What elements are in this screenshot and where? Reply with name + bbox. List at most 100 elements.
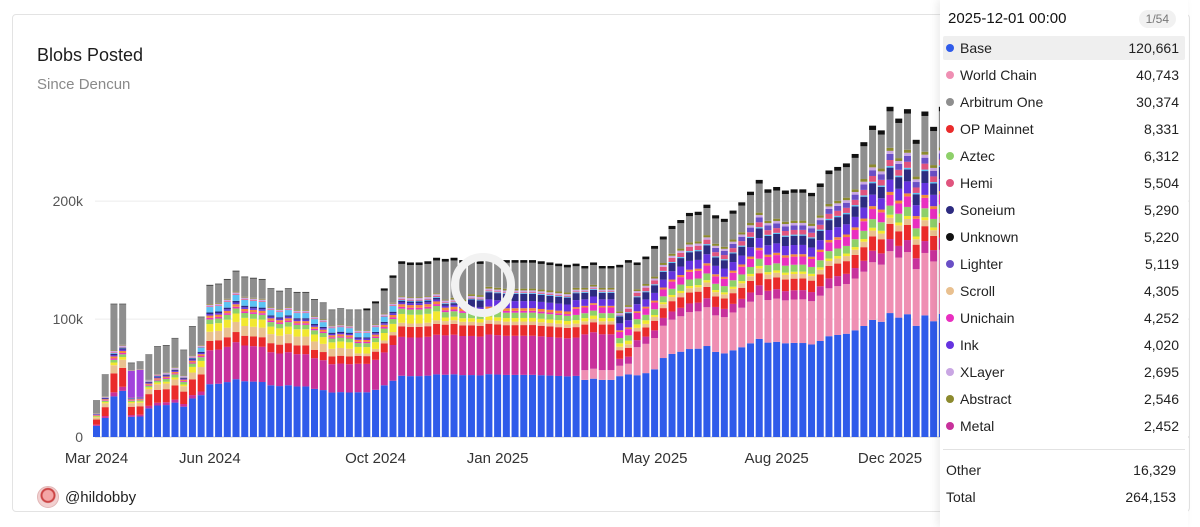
tooltip-series-name: Unknown <box>960 229 1019 245</box>
bar-segment <box>877 198 885 210</box>
bar-segment <box>816 340 824 437</box>
bar-segment <box>293 313 301 319</box>
bar-segment <box>781 235 789 237</box>
bar-segment <box>869 250 877 263</box>
tooltip-row[interactable]: Metal 2,452 <box>943 414 1185 438</box>
bar-segment <box>616 264 624 268</box>
bar-segment <box>529 292 536 294</box>
avatar[interactable] <box>37 486 59 508</box>
tooltip-row[interactable]: Base 120,661 <box>943 36 1185 60</box>
tooltip-row[interactable]: XLayer 2,695 <box>943 360 1185 384</box>
bar-segment <box>406 314 414 324</box>
tooltip-row[interactable]: Unichain 4,252 <box>943 306 1185 330</box>
bar-segment <box>563 376 571 437</box>
bar-segment <box>842 237 850 246</box>
bar-segment <box>502 308 510 311</box>
bar-segment <box>459 311 467 313</box>
bar-segment <box>694 291 702 303</box>
bar-segment <box>834 215 842 218</box>
bar-segment <box>328 333 336 336</box>
bar-segment <box>345 309 353 311</box>
bar-segment <box>790 271 798 275</box>
bar-segment <box>529 308 536 311</box>
tooltip-row[interactable]: Aztec 6,312 <box>943 144 1185 168</box>
bar-segment <box>467 321 475 326</box>
tooltip-row[interactable]: Scroll 4,305 <box>943 279 1185 303</box>
tooltip-row[interactable]: Soneium 5,290 <box>943 198 1185 222</box>
series-color-dot <box>946 341 954 349</box>
bar-segment <box>677 257 685 259</box>
bar-segment <box>380 324 388 328</box>
bar-segment <box>415 262 423 266</box>
bar-segment <box>249 318 257 327</box>
author-handle[interactable]: @hildobby <box>65 488 137 506</box>
bar-segment <box>249 297 257 299</box>
bar-segment <box>232 302 240 305</box>
bar-segment <box>712 265 720 275</box>
bar-segment <box>145 381 153 383</box>
bar-segment <box>685 252 693 261</box>
bar-segment <box>415 297 423 299</box>
bar-segment <box>511 301 519 309</box>
bar-segment <box>921 171 929 183</box>
bar-segment <box>302 310 310 313</box>
author-credit[interactable]: @hildobby <box>37 486 136 508</box>
bar-segment <box>851 189 859 192</box>
tooltip-row[interactable]: Abstract 2,546 <box>943 387 1185 411</box>
bar-segment <box>921 226 929 242</box>
bar-segment <box>825 251 833 259</box>
tooltip-row[interactable]: Arbitrum One 30,374 <box>943 90 1185 114</box>
bar-segment <box>869 262 877 320</box>
tooltip-row[interactable]: OP Mainnet 8,331 <box>943 117 1185 141</box>
bar-segment <box>537 263 545 290</box>
bar-segment <box>668 279 676 282</box>
bar-segment <box>258 299 266 302</box>
bar-segment <box>363 330 371 333</box>
bar-segment <box>921 111 929 116</box>
bar-segment <box>380 343 388 353</box>
bar-segment <box>703 237 711 240</box>
tooltip-series-value: 8,331 <box>1143 121 1179 137</box>
bar-segment <box>520 288 528 291</box>
bar-segment <box>651 338 659 370</box>
bar-segment <box>895 169 903 176</box>
bar-segment <box>930 230 938 236</box>
bar-segment <box>328 342 336 349</box>
bar-segment <box>441 305 449 308</box>
series-color-dot <box>946 422 954 430</box>
bar-segment <box>903 155 911 162</box>
bar-segment <box>467 335 475 376</box>
bar-segment <box>590 286 598 289</box>
tooltip-page-indicator[interactable]: 1/54 <box>1138 10 1176 28</box>
tooltip-row[interactable]: Lighter 5,119 <box>943 252 1185 276</box>
bar-segment <box>441 304 449 306</box>
tooltip-row[interactable]: Unknown 5,220 <box>943 225 1185 249</box>
bar-segment <box>372 336 380 339</box>
tooltip-series-name: Aztec <box>960 148 996 164</box>
tooltip-row[interactable]: World Chain 40,743 <box>943 63 1185 87</box>
bar-segment <box>651 369 659 437</box>
bar-segment <box>276 312 284 318</box>
bar-segment <box>747 258 754 267</box>
bar-segment <box>677 290 685 294</box>
bar-segment <box>912 205 920 217</box>
bar-segment <box>825 288 833 337</box>
bar-segment <box>162 374 170 376</box>
bar-segment <box>834 239 842 249</box>
bar-segment <box>572 287 580 290</box>
bar-segment <box>206 306 214 308</box>
bar-segment <box>572 300 580 308</box>
bar-segment <box>764 245 772 255</box>
bar-segment <box>755 212 763 216</box>
bar-segment <box>563 311 571 315</box>
bar-segment <box>276 335 284 345</box>
bar-segment <box>450 304 458 307</box>
tooltip-row[interactable]: Hemi 5,504 <box>943 171 1185 195</box>
bar-segment <box>232 342 240 380</box>
bar-segment <box>816 220 824 225</box>
tooltip-row[interactable]: Ink 4,020 <box>943 333 1185 357</box>
bar-segment <box>738 307 746 348</box>
bar-segment <box>651 292 659 301</box>
bar-segment <box>319 343 327 353</box>
bar-segment <box>293 329 301 337</box>
